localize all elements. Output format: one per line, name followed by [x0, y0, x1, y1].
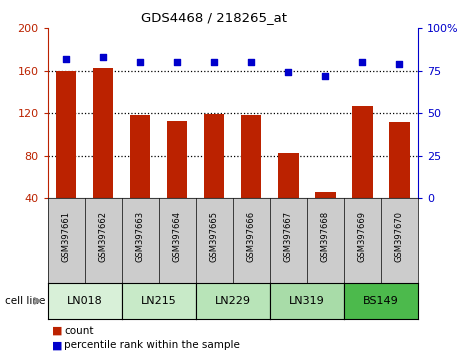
Point	[396, 61, 403, 67]
Bar	[390, 122, 409, 198]
Bar	[204, 114, 224, 198]
Text: BS149: BS149	[363, 296, 399, 306]
Text: GSM397669: GSM397669	[358, 211, 367, 262]
Text: GSM397663: GSM397663	[136, 211, 144, 262]
Text: LN229: LN229	[215, 296, 251, 306]
Bar	[130, 115, 150, 198]
Bar	[167, 121, 187, 198]
Text: GSM397667: GSM397667	[284, 211, 293, 262]
Text: GSM397661: GSM397661	[62, 211, 70, 262]
Text: LN018: LN018	[66, 296, 103, 306]
Point	[62, 56, 70, 62]
Text: cell line: cell line	[5, 296, 45, 306]
Point	[322, 73, 329, 79]
Bar	[241, 115, 261, 198]
Bar	[278, 153, 298, 198]
Text: LN215: LN215	[141, 296, 177, 306]
Point	[285, 70, 292, 75]
Text: GSM397665: GSM397665	[210, 211, 218, 262]
Text: ■: ■	[52, 326, 63, 336]
Text: percentile rank within the sample: percentile rank within the sample	[64, 340, 240, 350]
Point	[173, 59, 181, 65]
Bar	[352, 106, 372, 198]
Bar	[56, 71, 76, 198]
Bar	[315, 192, 335, 198]
Bar	[93, 68, 113, 198]
Text: GSM397664: GSM397664	[173, 211, 181, 262]
Text: count: count	[64, 326, 94, 336]
Point	[99, 55, 107, 60]
Text: GSM397670: GSM397670	[395, 211, 404, 262]
Text: GSM397662: GSM397662	[99, 211, 107, 262]
Point	[247, 59, 255, 65]
Point	[136, 59, 144, 65]
Text: GDS4468 / 218265_at: GDS4468 / 218265_at	[141, 11, 287, 24]
Text: GSM397668: GSM397668	[321, 211, 330, 262]
Text: ■: ■	[52, 340, 63, 350]
Text: GSM397666: GSM397666	[247, 211, 256, 262]
Text: LN319: LN319	[289, 296, 325, 306]
Point	[210, 59, 218, 65]
Point	[359, 59, 366, 65]
